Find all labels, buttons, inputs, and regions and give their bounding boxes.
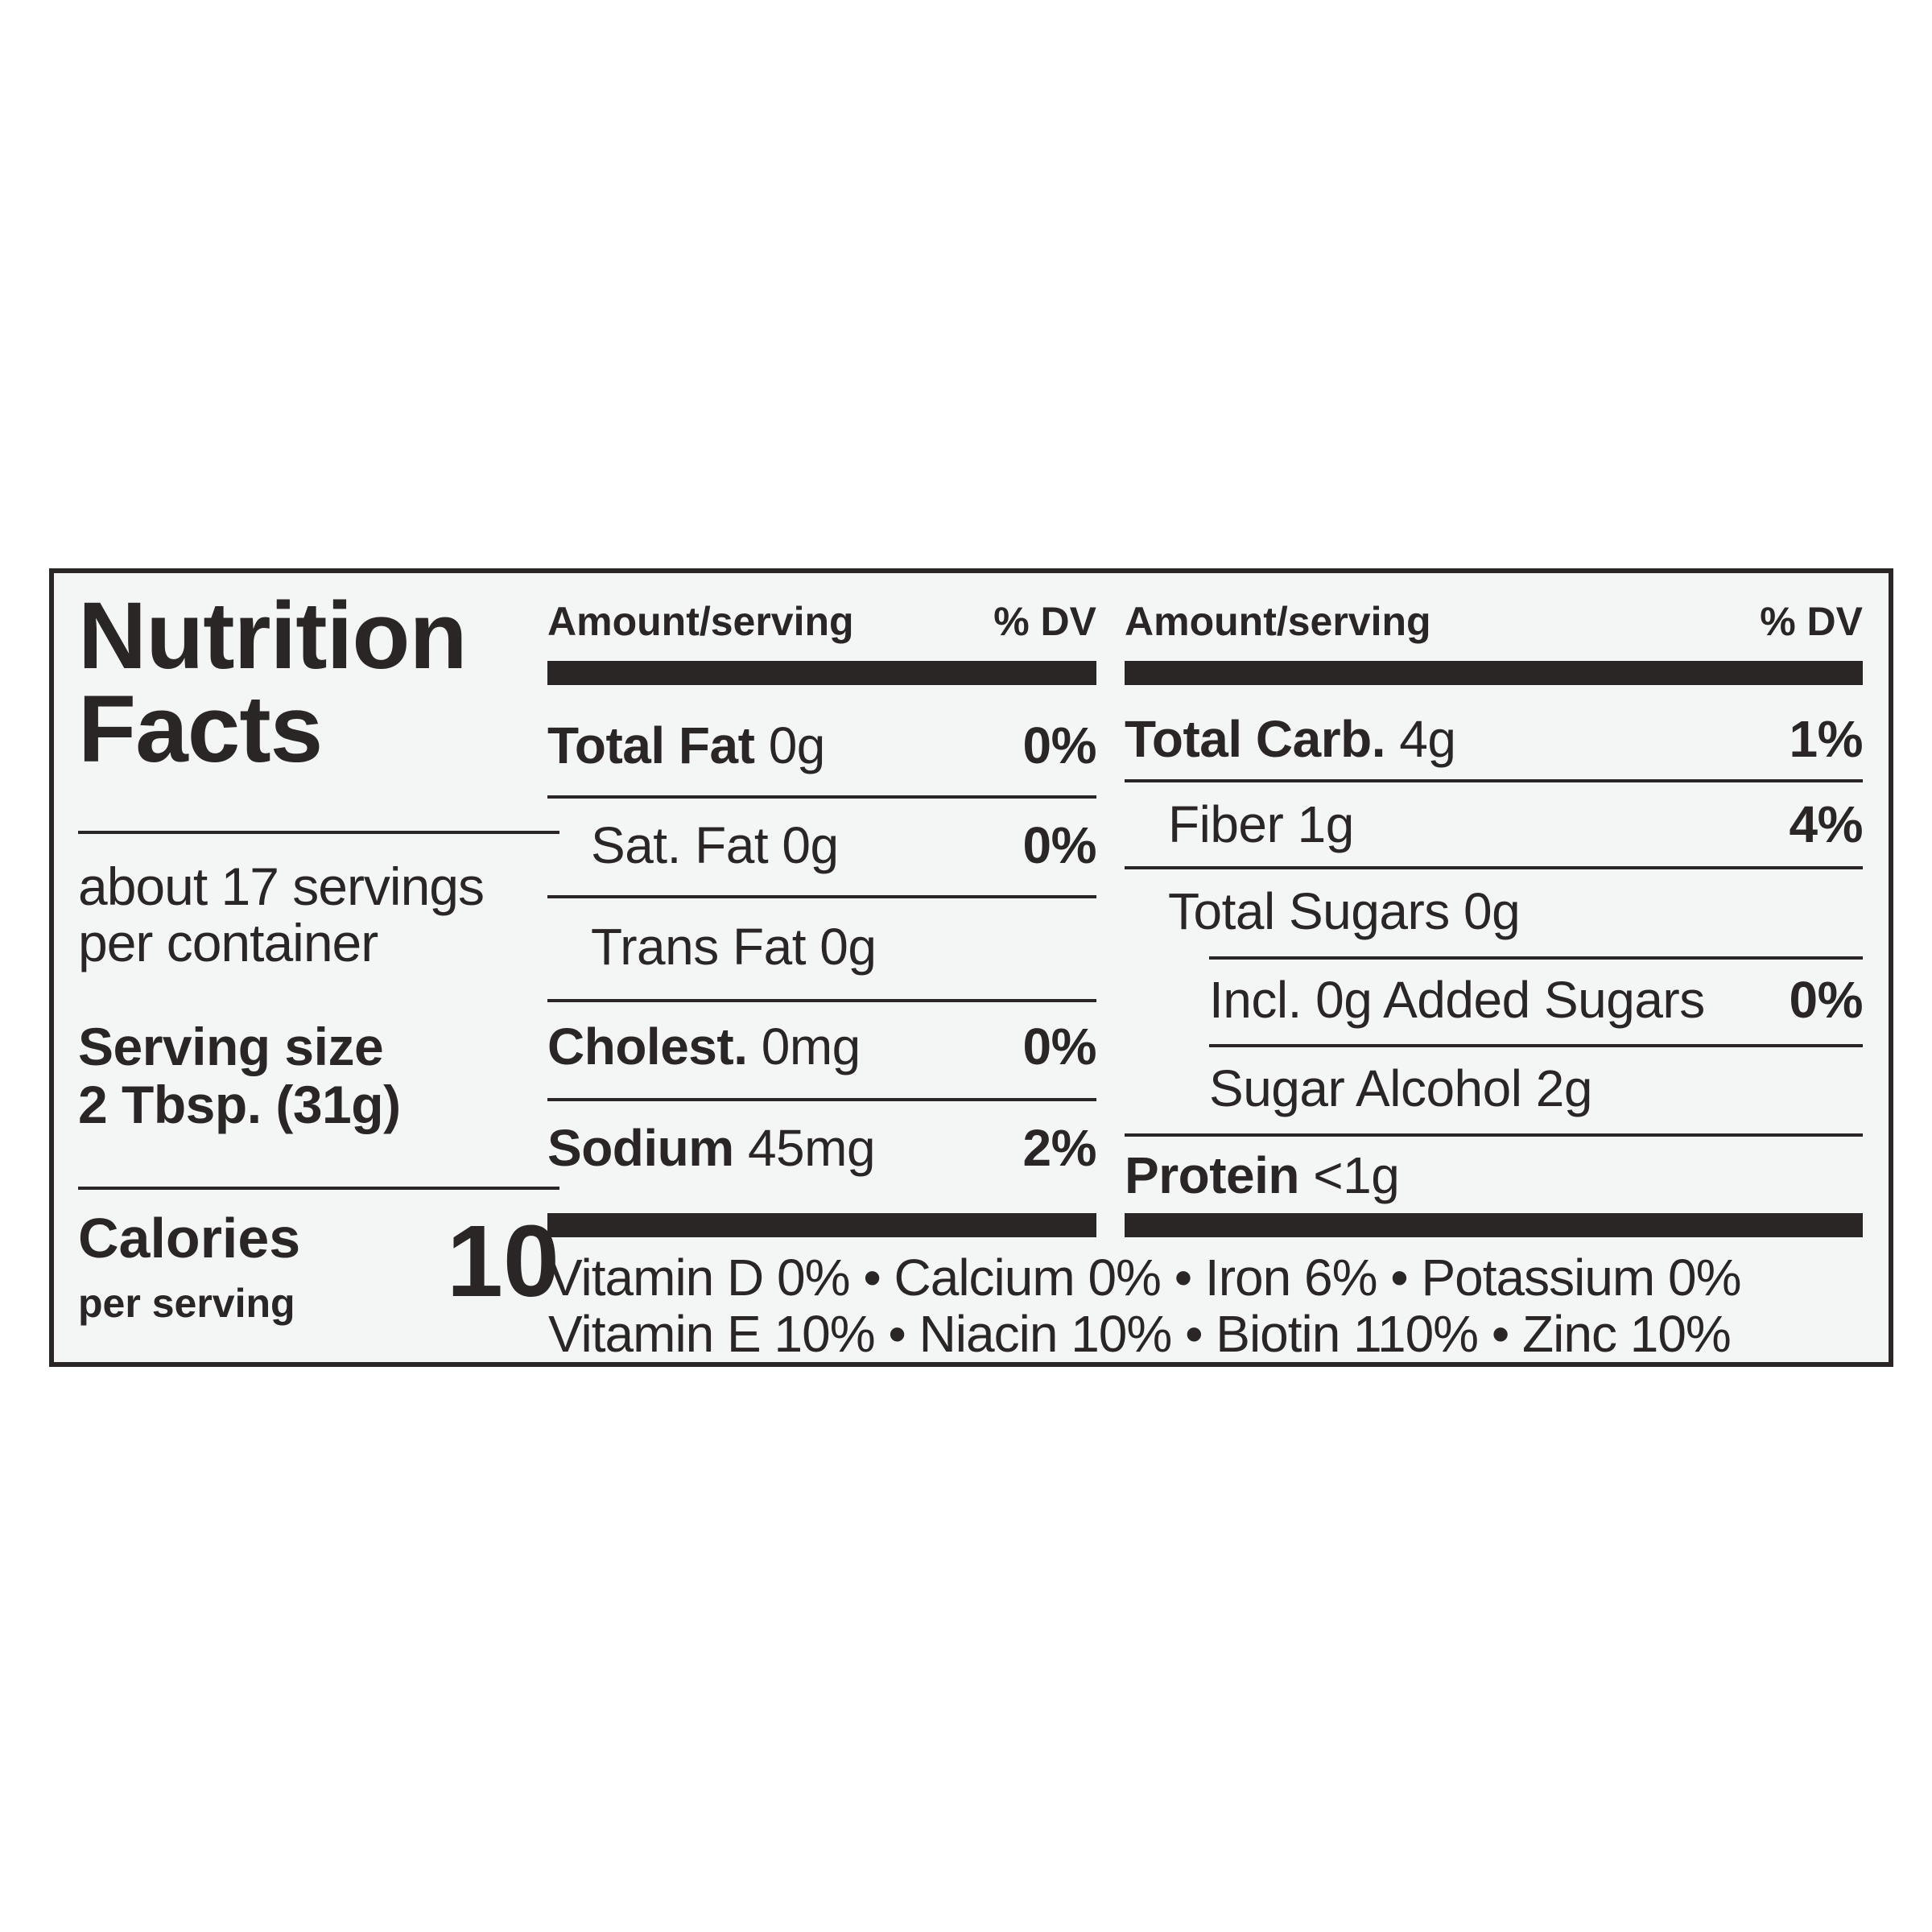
nutrient-dv: 0% — [1022, 716, 1097, 774]
divider-thin — [1209, 956, 1863, 960]
nutrient-amount: 1g — [1297, 795, 1355, 853]
servings-per-container: about 17 servings per container — [78, 857, 485, 972]
nutrient-amount: 0g — [1463, 882, 1521, 940]
vitamins-minerals: Vitamin D 0% • Calcium 0% • Iron 6% • Po… — [548, 1249, 1741, 1362]
header-amount: Amount/serving — [1125, 599, 1431, 644]
label-title: Nutrition Facts — [78, 588, 468, 777]
divider-thin — [547, 795, 1096, 799]
serving-size: Serving size 2 Tbsp. (31g) — [78, 1018, 401, 1133]
nutrient-name: Cholest. — [547, 1018, 748, 1075]
calories-value: 10 — [446, 1204, 559, 1318]
nutrient-amount: 4g — [1399, 710, 1456, 768]
nutrient-name: Sat. Fat — [591, 816, 769, 874]
divider-thick — [547, 661, 1096, 685]
divider-thick — [1125, 661, 1863, 685]
servings-line-2: per container — [78, 913, 378, 972]
nutrition-facts-label: Nutrition Facts about 17 servings per co… — [49, 568, 1893, 1367]
nutrient-amount: 0g — [782, 816, 839, 874]
nutrient-dv: 4% — [1789, 795, 1864, 853]
nutrient-name: Fiber — [1168, 795, 1284, 853]
nutrient-amount: 2g — [1535, 1059, 1593, 1117]
nutrient-name: Total Sugars — [1168, 882, 1450, 940]
nutrient-dv: 0% — [1789, 971, 1864, 1029]
divider-thick — [1125, 1213, 1863, 1237]
nutrient-name: Total Carb. — [1125, 710, 1386, 768]
nutrient-name: Sodium — [547, 1119, 734, 1177]
divider-thin — [1125, 866, 1863, 869]
nutrient-dv: 0% — [1022, 1018, 1097, 1075]
calories-label: Calories — [78, 1207, 301, 1269]
serving-size-value: 2 Tbsp. (31g) — [78, 1075, 401, 1134]
divider-thin — [78, 831, 559, 834]
divider-thin — [78, 1187, 559, 1190]
divider-thin — [547, 895, 1096, 898]
nutrient-amount: 45mg — [747, 1119, 876, 1177]
divider-thin — [547, 1098, 1096, 1101]
vitamins-line-2: Vitamin E 10% • Niacin 10% • Biotin 110%… — [548, 1305, 1732, 1363]
header-amount: Amount/serving — [547, 599, 854, 644]
column-header: Amount/serving % DV — [1125, 597, 1863, 646]
nutrient-name: Incl. 0g Added Sugars — [1209, 971, 1705, 1029]
nutrient-name: Total Fat — [547, 716, 755, 774]
nutrient-dv: 2% — [1022, 1119, 1097, 1177]
serving-size-label: Serving size — [78, 1017, 384, 1076]
divider-thin — [547, 999, 1096, 1002]
nutrient-dv: 0% — [1022, 816, 1097, 874]
divider-thick — [547, 1213, 1096, 1237]
nutrient-amount: <1g — [1313, 1146, 1400, 1204]
nutrient-amount: 0g — [768, 716, 826, 774]
title-line-2: Facts — [78, 676, 323, 782]
calories-sublabel: per serving — [78, 1281, 295, 1326]
divider-thin — [1125, 1133, 1863, 1137]
nutrient-amount: 0g — [819, 918, 877, 976]
title-line-1: Nutrition — [78, 583, 468, 689]
nutrient-name: Trans Fat — [591, 918, 806, 976]
servings-line-1: about 17 servings — [78, 857, 485, 916]
nutrient-name: Sugar Alcohol — [1209, 1059, 1522, 1117]
divider-thin — [1125, 779, 1863, 782]
nutrient-amount: 0mg — [761, 1018, 861, 1075]
header-dv: % DV — [993, 599, 1096, 644]
vitamins-line-1: Vitamin D 0% • Calcium 0% • Iron 6% • Po… — [548, 1249, 1741, 1307]
divider-thin — [1209, 1044, 1863, 1047]
label-summary-panel: Nutrition Facts about 17 servings per co… — [78, 573, 559, 1362]
nutrient-name: Protein — [1125, 1146, 1299, 1204]
header-dv: % DV — [1760, 599, 1863, 644]
column-header: Amount/serving % DV — [547, 597, 1096, 646]
nutrient-dv: 1% — [1789, 710, 1864, 768]
